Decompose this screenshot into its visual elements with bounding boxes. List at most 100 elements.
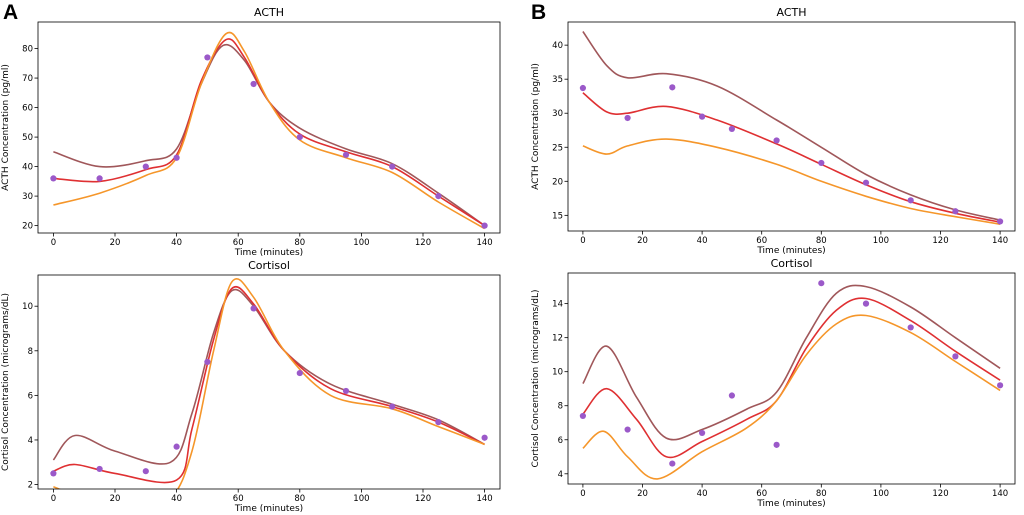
panel-a-cortisol-ylabel: Cortisol Concentration (micrograms/dL) bbox=[1, 293, 11, 471]
panel-b-acth-point bbox=[624, 114, 631, 122]
panel-b-cortisol-line-brown bbox=[582, 284, 1001, 441]
panel-a-cortisol-point bbox=[435, 419, 442, 426]
panel-b-cortisol-point bbox=[669, 460, 676, 467]
panel-a-acth-ytick-label: 60 bbox=[22, 104, 33, 114]
panel-a-acth-point bbox=[296, 133, 303, 141]
panel-label-b: B bbox=[531, 1, 547, 24]
panel-a-acth-xtick-label: 80 bbox=[294, 238, 305, 248]
panel-b-cortisol-point bbox=[907, 324, 914, 331]
panel-b-acth-title: ACTH bbox=[776, 6, 806, 19]
panel-a-cortisol-point bbox=[296, 369, 303, 377]
panel-b-cortisol-title: Cortisol bbox=[771, 257, 813, 270]
panel-a-cortisol-xtick-label: 100 bbox=[353, 494, 369, 504]
panel-a-acth-xtick-label: 40 bbox=[171, 238, 182, 248]
panel-a-cortisol-line-red bbox=[53, 286, 485, 484]
panel-b-cortisol-point bbox=[952, 353, 959, 360]
panel-b-acth-point bbox=[818, 159, 825, 167]
panel-b-acth-axes-frame bbox=[567, 21, 1016, 232]
panel-a-cortisol-ytick-label: 2 bbox=[28, 481, 33, 491]
panel-a-cortisol-xtick-label: 40 bbox=[171, 494, 182, 504]
panel-b-cortisol-chart: 0 20 40 60 80 100 120 140 4 6 8 10 12 14 Cortisol Time … bbox=[531, 257, 1016, 509]
panel-b-cortisol-ytick-label: 10 bbox=[552, 368, 563, 378]
panel-a-acth-ytick-label: 40 bbox=[22, 163, 33, 173]
panel-a-cortisol-point bbox=[389, 403, 396, 410]
panel-b-acth-xtick-label: 120 bbox=[932, 236, 948, 246]
panel-a-acth-xtick-label: 0 bbox=[51, 238, 56, 248]
panel-b-acth-ytick-label: 20 bbox=[552, 177, 563, 187]
panel-b-cortisol-point bbox=[624, 426, 631, 433]
panel-b-acth-xtick-label: 40 bbox=[697, 236, 708, 246]
panel-a-acth-ylabel: ACTH Concentration (pg/ml) bbox=[1, 64, 11, 191]
panel-b-acth-point bbox=[699, 113, 706, 120]
panel-b-cortisol-point bbox=[997, 382, 1004, 389]
panel-a-cortisol-line-orange bbox=[53, 277, 485, 489]
panel-a-acth-title: ACTH bbox=[254, 6, 284, 19]
panel-a-acth-ytick-label: 50 bbox=[22, 133, 33, 143]
panel-b-cortisol-xtick-label: 120 bbox=[932, 489, 948, 499]
panel-b-acth-line-brown bbox=[582, 31, 1001, 221]
panel-a-acth-point bbox=[389, 163, 396, 170]
panel-b-cortisol-xtick-label: 40 bbox=[697, 489, 708, 499]
panel-a-cortisol-xtick-label: 120 bbox=[415, 494, 431, 504]
panel-a-cortisol-xtick-label: 80 bbox=[294, 494, 305, 504]
panel-b-acth-xlabel: Time (minutes) bbox=[756, 246, 825, 256]
panel-b-acth-chart: 0 20 40 60 80 100 120 140 15 20 25 30 35 40 ACTH Time (… bbox=[531, 6, 1016, 256]
panel-a-cortisol-xlabel: Time (minutes) bbox=[234, 504, 303, 514]
panel-b-cortisol-ytick-label: 12 bbox=[552, 334, 563, 344]
panel-b-acth-ytick-label: 30 bbox=[552, 109, 563, 119]
panel-b-cortisol-xtick-label: 0 bbox=[580, 489, 585, 499]
panel-b-acth-xtick-label: 0 bbox=[580, 236, 585, 246]
panel-b-acth-xtick-label: 80 bbox=[816, 236, 827, 246]
panel-a-cortisol-title: Cortisol bbox=[248, 259, 290, 272]
panel-a-acth-xtick-label: 60 bbox=[233, 238, 244, 248]
panel-b-acth-ytick-label: 35 bbox=[552, 75, 563, 85]
panel-b-cortisol-line-orange bbox=[582, 314, 1001, 480]
panel-a-cortisol-xtick-label: 60 bbox=[233, 494, 244, 504]
panel-a-acth-line-orange bbox=[53, 31, 486, 230]
panel-b-acth-point bbox=[579, 84, 587, 92]
panel-b-acth-point bbox=[669, 84, 676, 91]
panel-b-acth-line-red bbox=[582, 92, 1001, 223]
panel-a-acth-ytick-label: 70 bbox=[22, 74, 33, 84]
panel-a-cortisol-point bbox=[204, 358, 211, 366]
panel-a-acth-point bbox=[481, 222, 488, 229]
panel-a-acth-xtick-label: 140 bbox=[476, 238, 492, 248]
panel-a-acth-point bbox=[342, 151, 350, 158]
panel-a-cortisol-xtick-label: 0 bbox=[51, 494, 56, 504]
panel-b-acth-point bbox=[862, 179, 870, 186]
panel-b-cortisol-xlabel: Time (minutes) bbox=[756, 499, 825, 509]
panel-a-cortisol-point bbox=[250, 305, 257, 312]
panel-a-acth-ytick-label: 20 bbox=[22, 222, 33, 232]
panel-a-acth-chart: 0 20 40 60 80 100 120 140 20 30 40 50 60 70 80 ACTH Time… bbox=[1, 6, 501, 258]
panel-a-acth-point bbox=[50, 175, 57, 182]
panel-a-acth-point bbox=[435, 193, 442, 200]
panel-b-cortisol-xtick-label: 140 bbox=[992, 489, 1008, 499]
panel-a-acth-ytick-label: 80 bbox=[22, 45, 33, 55]
panel-b-acth-xtick-label: 100 bbox=[873, 236, 889, 246]
panel-a-cortisol-chart: 0 20 40 60 80 100 120 140 2 4 6 8 10 Cortisol Time (mi… bbox=[1, 259, 501, 514]
panel-b-cortisol-point bbox=[862, 300, 870, 307]
panel-a-cortisol-ytick-label: 10 bbox=[22, 302, 33, 312]
panel-b-cortisol-xtick-label: 20 bbox=[637, 489, 648, 499]
panel-b-acth-ytick-label: 25 bbox=[552, 143, 563, 153]
panel-a-acth-point bbox=[142, 163, 149, 170]
panel-b-cortisol-xtick-label: 60 bbox=[756, 489, 767, 499]
panel-a-cortisol-point bbox=[481, 434, 488, 441]
panel-a-cortisol-line-brown bbox=[52, 288, 485, 465]
panel-b-acth-xtick-label: 60 bbox=[756, 236, 767, 246]
panel-a-cortisol-ytick-label: 4 bbox=[28, 436, 33, 446]
panel-a-acth-point bbox=[250, 80, 257, 88]
panel-a-cortisol-ytick-label: 8 bbox=[28, 347, 33, 357]
panel-b-acth-point bbox=[907, 197, 914, 204]
panel-a-cortisol-xtick-label: 20 bbox=[110, 494, 121, 504]
panel-a-acth-xtick-label: 20 bbox=[110, 238, 121, 248]
panel-b-cortisol-point bbox=[579, 412, 587, 420]
panel-a-acth-axes-frame bbox=[37, 21, 501, 234]
panel-b-cortisol-point bbox=[818, 280, 825, 287]
panel-b-acth-line-orange bbox=[582, 138, 1001, 225]
panel-a-cortisol-axes-frame bbox=[37, 274, 501, 490]
panel-b-cortisol-ytick-label: 14 bbox=[552, 300, 563, 310]
panel-b-acth-point bbox=[773, 137, 780, 144]
panel-a-cortisol-point bbox=[173, 443, 180, 450]
